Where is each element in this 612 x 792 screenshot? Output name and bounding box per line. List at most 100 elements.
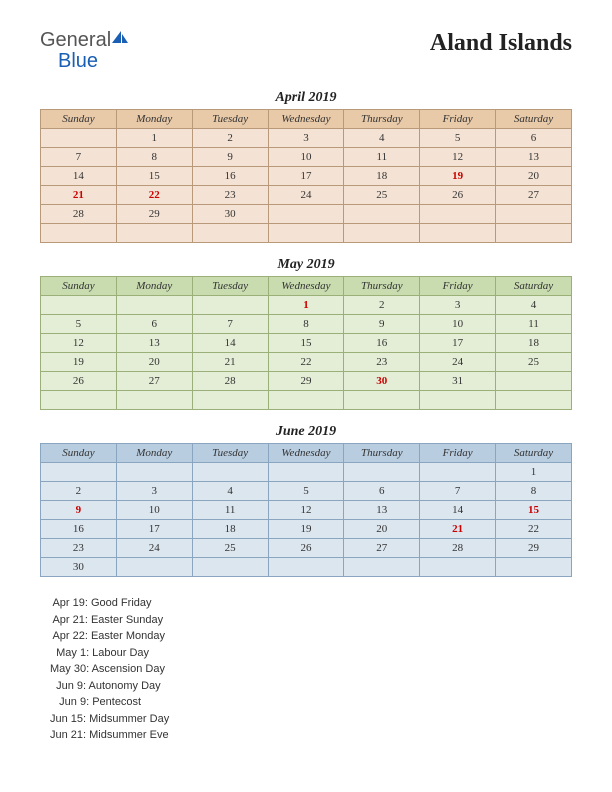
calendar-cell	[344, 224, 420, 243]
event-item: Apr 21: Easter Sunday	[50, 612, 572, 629]
calendar-cell: 3	[268, 129, 344, 148]
calendar-cell	[496, 558, 572, 577]
calendar-cell: 29	[116, 205, 192, 224]
calendar-cell: 8	[496, 482, 572, 501]
holiday-date: 19	[452, 170, 463, 182]
calendar-cell	[116, 391, 192, 410]
calendar-cell: 2	[344, 296, 420, 315]
calendar-cell: 7	[420, 482, 496, 501]
calendar-cell: 6	[496, 129, 572, 148]
calendar-cell: 11	[192, 501, 268, 520]
calendar-cell: 22	[496, 520, 572, 539]
calendar-cell: 26	[41, 372, 117, 391]
calendar-cell: 8	[268, 315, 344, 334]
calendar-cell: 14	[192, 334, 268, 353]
calendar-cell: 21	[420, 520, 496, 539]
calendar-cell: 1	[268, 296, 344, 315]
logo: General Blue	[40, 30, 129, 72]
calendar-cell: 24	[268, 186, 344, 205]
calendar-cell: 2	[41, 482, 117, 501]
month-title: May 2019	[40, 257, 572, 273]
calendar-cell: 23	[41, 539, 117, 558]
calendar-cell	[192, 391, 268, 410]
calendar-cell: 21	[41, 186, 117, 205]
calendar-cell	[420, 558, 496, 577]
calendar-cell: 15	[116, 167, 192, 186]
calendar-cell: 12	[420, 148, 496, 167]
calendar-cell: 13	[496, 148, 572, 167]
calendar-row: 282930	[41, 205, 572, 224]
calendar-cell	[420, 463, 496, 482]
calendar-cell	[268, 205, 344, 224]
calendar-cell: 6	[344, 482, 420, 501]
calendar-cell: 3	[116, 482, 192, 501]
calendar-row: 14151617181920	[41, 167, 572, 186]
calendar-cell: 31	[420, 372, 496, 391]
calendar-row	[41, 391, 572, 410]
day-header: Sunday	[41, 110, 117, 129]
calendar-cell: 5	[268, 482, 344, 501]
calendar-row: 23242526272829	[41, 539, 572, 558]
event-item: Jun 21: Midsummer Eve	[50, 727, 572, 744]
day-header: Sunday	[41, 444, 117, 463]
calendar-cell	[41, 224, 117, 243]
calendar-cell: 11	[496, 315, 572, 334]
calendar-row: 21222324252627	[41, 186, 572, 205]
calendar-cell: 29	[496, 539, 572, 558]
calendar-cell: 4	[496, 296, 572, 315]
calendar-cell: 15	[268, 334, 344, 353]
calendar-cell: 28	[41, 205, 117, 224]
calendar-cell: 10	[116, 501, 192, 520]
calendar-cell: 27	[344, 539, 420, 558]
calendar-cell: 14	[41, 167, 117, 186]
calendar-cell	[496, 224, 572, 243]
calendar-row: 567891011	[41, 315, 572, 334]
calendar-cell	[116, 224, 192, 243]
calendar-cell	[268, 391, 344, 410]
calendar-cell	[192, 558, 268, 577]
calendar-cell: 19	[420, 167, 496, 186]
calendar-cell: 19	[41, 353, 117, 372]
calendar-cell: 2	[192, 129, 268, 148]
calendar-cell: 29	[268, 372, 344, 391]
calendar-cell: 16	[344, 334, 420, 353]
calendar-cell: 30	[41, 558, 117, 577]
calendar-row: 12131415161718	[41, 334, 572, 353]
day-header: Saturday	[496, 277, 572, 296]
calendar-table: SundayMondayTuesdayWednesdayThursdayFrid…	[40, 276, 572, 410]
calendar-cell: 1	[116, 129, 192, 148]
calendar-cell	[41, 129, 117, 148]
calendar-row: 30	[41, 558, 572, 577]
calendar-cell: 17	[420, 334, 496, 353]
calendar-cell: 28	[192, 372, 268, 391]
event-item: Apr 19: Good Friday	[50, 595, 572, 612]
calendar-cell	[344, 558, 420, 577]
calendar-row: 123456	[41, 129, 572, 148]
day-header: Friday	[420, 277, 496, 296]
calendar-cell: 17	[268, 167, 344, 186]
holiday-date: 1	[303, 299, 309, 311]
holiday-date: 21	[73, 189, 84, 201]
calendar-cell: 26	[420, 186, 496, 205]
calendar-cell: 12	[41, 334, 117, 353]
calendar-row: 78910111213	[41, 148, 572, 167]
calendar-row: 1 234	[41, 296, 572, 315]
day-header: Tuesday	[192, 110, 268, 129]
logo-sail-icon	[111, 30, 129, 49]
day-header: Wednesday	[268, 444, 344, 463]
day-header: Sunday	[41, 277, 117, 296]
calendar-cell	[496, 391, 572, 410]
calendar-cell: 30	[192, 205, 268, 224]
calendar-cell: 25	[496, 353, 572, 372]
calendar-cell: 18	[496, 334, 572, 353]
calendar-cell: 10	[268, 148, 344, 167]
calendar-cell	[496, 205, 572, 224]
calendar-row: 9101112131415	[41, 501, 572, 520]
calendar-cell: 18	[192, 520, 268, 539]
month-title: April 2019	[40, 90, 572, 106]
calendar-cell: 3	[420, 296, 496, 315]
logo-blue-text: Blue	[58, 51, 98, 71]
day-header: Wednesday	[268, 277, 344, 296]
day-header: Tuesday	[192, 277, 268, 296]
calendar-cell	[268, 463, 344, 482]
